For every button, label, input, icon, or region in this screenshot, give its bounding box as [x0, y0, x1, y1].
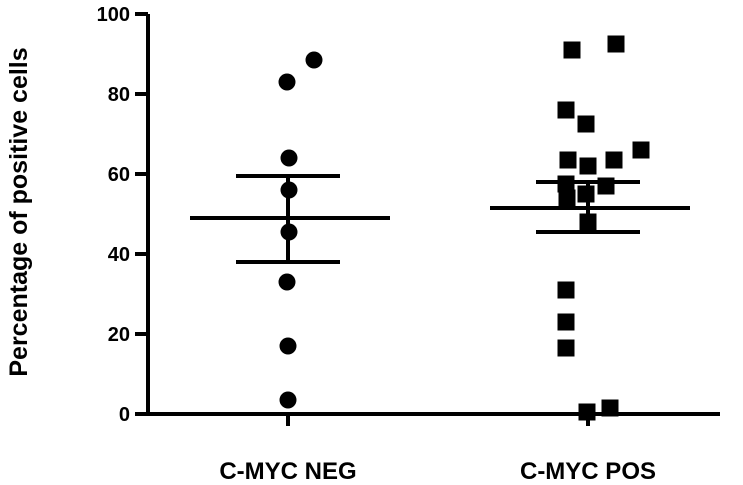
data-point-circle [279, 337, 297, 355]
data-point-square [578, 403, 596, 421]
data-point-circle [278, 273, 296, 291]
category-labels: C-MYC NEG C-MYC POS [219, 414, 656, 485]
data-point-square [557, 339, 575, 357]
data-point-square [558, 189, 576, 207]
y-tick-label: 80 [108, 84, 130, 106]
data-point-circle [305, 51, 323, 69]
data-point-circle [278, 73, 296, 91]
data-point-square [579, 157, 597, 175]
y-axis-title: Percentage of positive cells [5, 47, 33, 376]
y-tick-label: 0 [119, 404, 130, 426]
y-tick-label: 60 [108, 164, 130, 186]
data-point-circle [279, 391, 297, 409]
data-point-square [557, 281, 575, 299]
axes [146, 14, 720, 416]
data-point-square [577, 115, 595, 133]
data-point-square [607, 35, 625, 53]
x-category-label: C-MYC POS [520, 458, 656, 485]
data-point-square [557, 101, 575, 119]
data-point-square [632, 141, 650, 159]
data-point-square [605, 151, 623, 169]
data-point-square [601, 399, 619, 417]
y-tick-label: 40 [108, 244, 130, 266]
y-ticks: 0 20 40 60 80 100 [97, 4, 148, 426]
data-point-circle [280, 149, 298, 167]
y-tick-label: 100 [97, 4, 130, 26]
data-point-square [563, 41, 581, 59]
data-point-square [559, 151, 577, 169]
mean-sem-bars [190, 174, 690, 264]
x-category-label: C-MYC NEG [219, 458, 356, 485]
data-point-square [557, 313, 575, 331]
y-tick-label: 20 [108, 324, 130, 346]
data-marks [278, 35, 650, 421]
